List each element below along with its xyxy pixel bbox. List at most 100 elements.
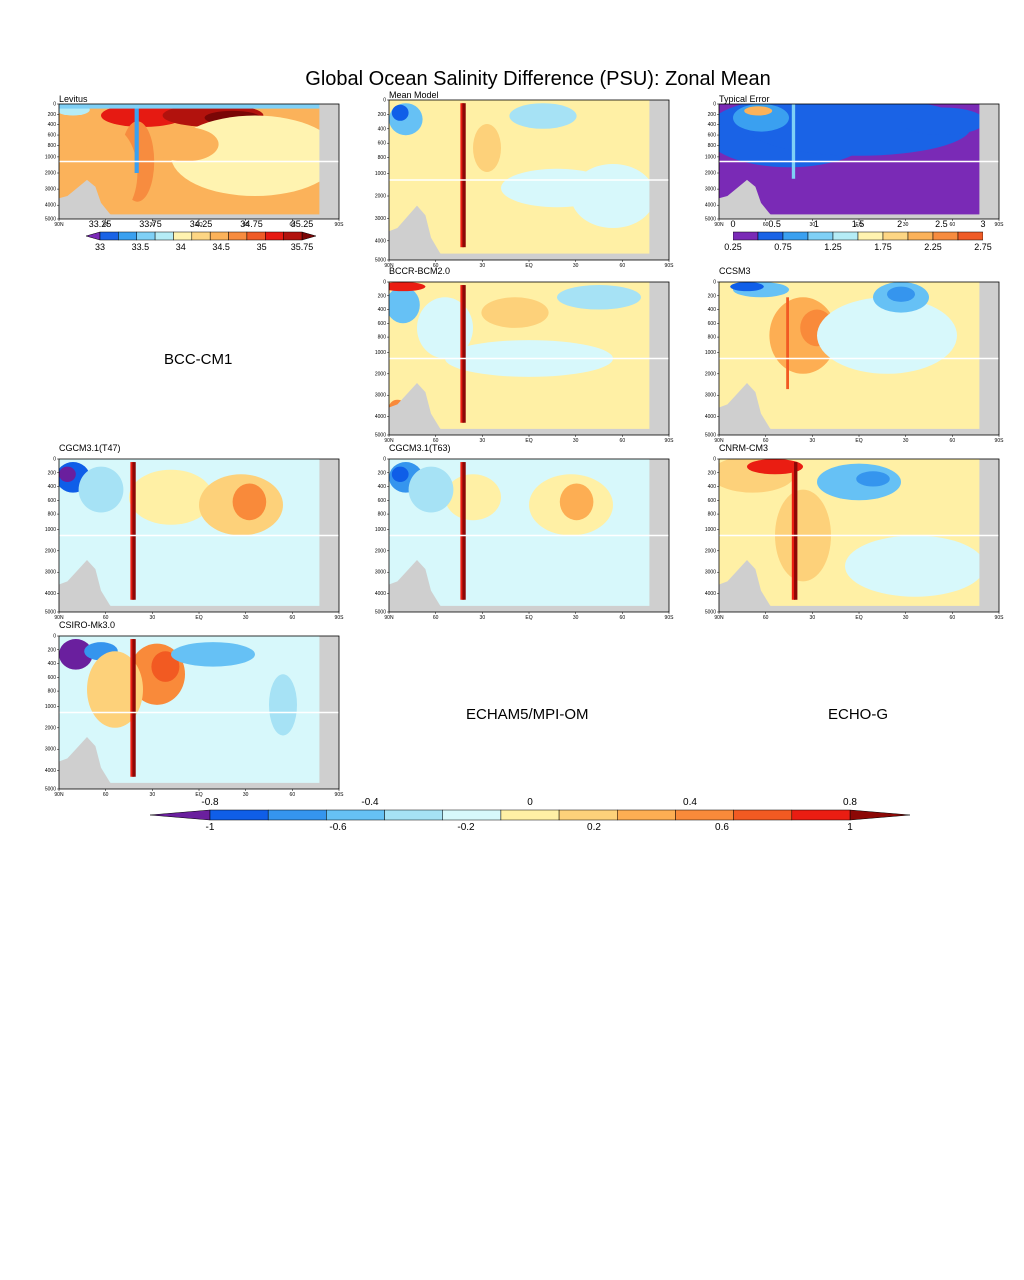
field-blob	[101, 104, 185, 127]
field-band	[132, 639, 136, 777]
land-mask-bottom	[59, 605, 339, 612]
y-tick-label: 400	[708, 484, 717, 490]
y-tick-label: 600	[48, 498, 57, 504]
x-tick-label: EQ	[195, 615, 202, 621]
field-blob	[391, 466, 409, 482]
field-band	[462, 285, 466, 423]
x-tick-label: 60	[433, 615, 439, 621]
y-tick-label: 4000	[705, 591, 716, 597]
colorbar-swatch	[957, 231, 983, 241]
y-tick-label: 800	[708, 512, 717, 518]
colorbar-svg	[86, 231, 316, 241]
land-mask-bottom	[719, 428, 999, 435]
colorbar-swatch	[283, 231, 303, 241]
y-tick-label: 800	[48, 689, 57, 695]
land-mask-left	[59, 559, 115, 612]
panel-cnrm: 0 200 400 600 800 1000 2000 3000 4000 5000 90N 60 30…	[705, 457, 1004, 622]
y-tick-label: 5000	[45, 787, 56, 793]
land-mask-bottom	[59, 214, 339, 219]
x-tick-label: 30	[810, 615, 816, 621]
x-tick-label: 30	[573, 263, 579, 269]
field-blob	[445, 474, 501, 521]
field-blob	[473, 124, 501, 172]
y-tick-label: 3000	[375, 393, 386, 399]
panel-csiro: 0 200 400 600 800 1000 2000 3000 4000 5000 90N 60 30…	[45, 634, 344, 799]
field-blob	[817, 297, 957, 374]
colorbar-bottom-label: 35.75	[290, 242, 314, 252]
colorbar-max-triangle	[301, 231, 316, 241]
colorbar-top-label: 34.75	[240, 219, 263, 229]
field-band	[786, 297, 789, 390]
colorbar-swatch	[99, 231, 119, 241]
colorbar-svg	[150, 809, 910, 821]
y-tick-label: 1000	[45, 154, 56, 160]
land-mask-left	[59, 736, 115, 789]
field-blob	[856, 471, 890, 487]
y-tick-label: 600	[378, 321, 387, 327]
x-tick-label: 60	[103, 222, 109, 228]
y-tick-label: 200	[48, 470, 57, 476]
y-tick-label: 5000	[375, 610, 386, 616]
colorbar-bottom-label: 2.75	[974, 242, 992, 252]
y-tick-label: 2000	[705, 171, 716, 177]
field-band	[134, 104, 139, 173]
field-blob	[87, 651, 143, 728]
colorbar-top-label: 2	[897, 219, 903, 229]
y-tick-label: 400	[48, 122, 57, 128]
x-tick-label: 60	[290, 792, 296, 798]
x-tick-label: 30	[810, 222, 816, 228]
field-blob	[845, 535, 985, 597]
colorbar-swatch	[326, 809, 385, 821]
colorbar-swatch	[209, 231, 229, 241]
field-band	[460, 285, 464, 423]
y-tick-label: 400	[48, 484, 57, 490]
y-tick-label: 1000	[45, 527, 56, 533]
colorbar-top-label: 33.75	[139, 219, 162, 229]
y-tick-label: 400	[708, 307, 717, 313]
colorbar-top-label: 1	[813, 219, 819, 229]
colorbar-bottom-label: 1.75	[874, 242, 892, 252]
x-tick-label: 30	[573, 438, 579, 444]
colorbar-top-label: -0.8	[201, 797, 219, 808]
y-tick-label: 0	[713, 280, 716, 286]
land-mask-left	[389, 205, 445, 260]
field-blob	[232, 483, 267, 521]
field-blob	[501, 168, 613, 208]
y-tick-label: 1000	[375, 171, 386, 177]
y-tick-label: 0	[383, 457, 386, 463]
colorbar-bottom-label: -0.6	[329, 822, 347, 833]
colorbar-swatch	[267, 809, 327, 821]
colorbar-swatch	[384, 809, 443, 821]
x-tick-label: 60	[763, 222, 769, 228]
field-band	[59, 104, 339, 109]
y-tick-label: 600	[378, 141, 387, 147]
y-tick-label: 2000	[45, 548, 56, 554]
x-tick-label: 30	[150, 615, 156, 621]
colorbar-swatch	[757, 231, 784, 241]
missing-model-echo-g: ECHO-G	[828, 706, 888, 723]
field-band	[462, 462, 466, 600]
y-tick-label: 0	[53, 457, 56, 463]
x-tick-label: 30	[480, 615, 486, 621]
x-tick-label: 60	[290, 222, 296, 228]
field-blob	[78, 466, 124, 513]
y-tick-label: 200	[708, 112, 717, 118]
panel-typical-error: 0 200 400 600 800 1000 2000 3000 4000 5000 90N 60 30…	[705, 102, 1004, 229]
field-band	[130, 639, 134, 777]
y-tick-label: 0	[53, 634, 56, 640]
y-tick-label: 800	[378, 155, 387, 161]
y-tick-label: 1000	[705, 350, 716, 356]
field-blob	[151, 651, 180, 682]
y-tick-label: 200	[708, 293, 717, 299]
x-tick-label: 30	[903, 222, 909, 228]
x-tick-label: 30	[150, 222, 156, 228]
colorbar-bottom-label: 0.6	[715, 822, 729, 833]
x-tick-label: 60	[763, 438, 769, 444]
land-mask-left	[389, 382, 445, 435]
field-blob	[730, 282, 764, 292]
y-tick-label: 4000	[705, 203, 716, 209]
